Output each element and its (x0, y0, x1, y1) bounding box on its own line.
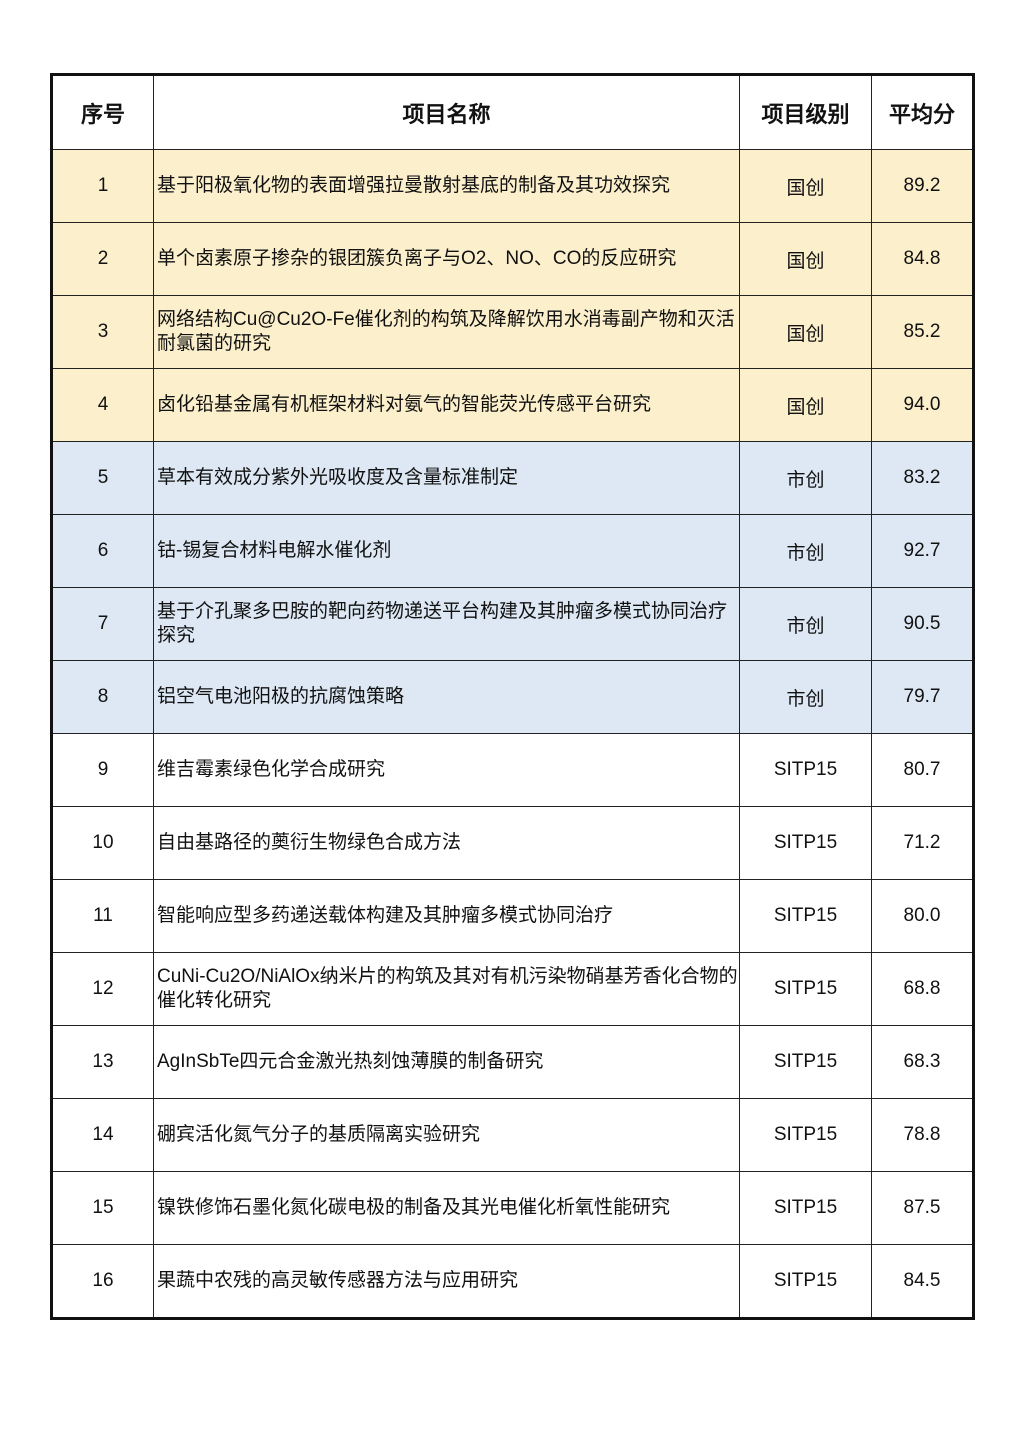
project-name: 基于阳极氧化物的表面增强拉曼散射基底的制备及其功效探究 (153, 149, 740, 223)
project-name: 智能响应型多药递送载体构建及其肿瘤多模式协同治疗 (153, 879, 740, 953)
project-level: 市创 (739, 441, 872, 515)
row-number: 12 (51, 952, 154, 1026)
row-number: 10 (51, 806, 154, 880)
project-score-table: 序号 项目名称 项目级别 平均分 1 基于阳极氧化物的表面增强拉曼散射基底的制备及… (50, 73, 975, 1320)
row-number: 1 (51, 149, 154, 223)
table-row: 3 网络结构Cu@Cu2O-Fe催化剂的构筑及降解饮用水消毒副产物和灭活耐氯菌的研… (51, 295, 974, 369)
project-name: 网络结构Cu@Cu2O-Fe催化剂的构筑及降解饮用水消毒副产物和灭活耐氯菌的研究 (153, 295, 740, 369)
table-row: 2 单个卤素原子掺杂的银团簇负离子与O2、NO、CO的反应研究 国创 84.8 (51, 222, 974, 296)
header-level: 项目级别 (739, 74, 872, 150)
project-name: 卤化铅基金属有机框架材料对氨气的智能荧光传感平台研究 (153, 368, 740, 442)
row-number: 8 (51, 660, 154, 734)
project-name: 自由基路径的薁衍生物绿色合成方法 (153, 806, 740, 880)
project-name: 铝空气电池阳极的抗腐蚀策略 (153, 660, 740, 734)
table-row: 6 钴-锡复合材料电解水催化剂 市创 92.7 (51, 514, 974, 588)
table-row: 13 AgInSbTe四元合金激光热刻蚀薄膜的制备研究 SITP15 68.3 (51, 1025, 974, 1099)
project-name: 基于介孔聚多巴胺的靶向药物递送平台构建及其肿瘤多模式协同治疗探究 (153, 587, 740, 661)
row-number: 4 (51, 368, 154, 442)
table-row: 11 智能响应型多药递送载体构建及其肿瘤多模式协同治疗 SITP15 80.0 (51, 879, 974, 953)
header-score: 平均分 (871, 74, 974, 150)
header-name: 项目名称 (153, 74, 740, 150)
row-number: 9 (51, 733, 154, 807)
project-name: 硼宾活化氮气分子的基质隔离实验研究 (153, 1098, 740, 1172)
project-name: 单个卤素原子掺杂的银团簇负离子与O2、NO、CO的反应研究 (153, 222, 740, 296)
project-level: SITP15 (739, 733, 872, 807)
row-number: 11 (51, 879, 154, 953)
average-score: 71.2 (871, 806, 974, 880)
average-score: 68.3 (871, 1025, 974, 1099)
header-row: 序号 项目名称 项目级别 平均分 (51, 74, 974, 150)
table-row: 1 基于阳极氧化物的表面增强拉曼散射基底的制备及其功效探究 国创 89.2 (51, 149, 974, 223)
table-row: 10 自由基路径的薁衍生物绿色合成方法 SITP15 71.2 (51, 806, 974, 880)
row-number: 15 (51, 1171, 154, 1245)
table-row: 12 CuNi-Cu2O/NiAlOx纳米片的构筑及其对有机污染物硝基芳香化合物的… (51, 952, 974, 1026)
row-number: 2 (51, 222, 154, 296)
average-score: 78.8 (871, 1098, 974, 1172)
average-score: 80.0 (871, 879, 974, 953)
project-level: SITP15 (739, 1171, 872, 1245)
project-level: 国创 (739, 368, 872, 442)
project-level: SITP15 (739, 1244, 872, 1319)
project-name: 镍铁修饰石墨化氮化碳电极的制备及其光电催化析氧性能研究 (153, 1171, 740, 1245)
project-level: 国创 (739, 222, 872, 296)
average-score: 80.7 (871, 733, 974, 807)
row-number: 7 (51, 587, 154, 661)
row-number: 14 (51, 1098, 154, 1172)
table-row: 5 草本有效成分紫外光吸收度及含量标准制定 市创 83.2 (51, 441, 974, 515)
average-score: 84.5 (871, 1244, 974, 1319)
row-number: 16 (51, 1244, 154, 1319)
table-row: 8 铝空气电池阳极的抗腐蚀策略 市创 79.7 (51, 660, 974, 734)
project-level: SITP15 (739, 1098, 872, 1172)
average-score: 92.7 (871, 514, 974, 588)
project-level: 国创 (739, 295, 872, 369)
table-row: 4 卤化铅基金属有机框架材料对氨气的智能荧光传感平台研究 国创 94.0 (51, 368, 974, 442)
table-row: 9 维吉霉素绿色化学合成研究 SITP15 80.7 (51, 733, 974, 807)
project-level: 市创 (739, 660, 872, 734)
row-number: 6 (51, 514, 154, 588)
table-row: 14 硼宾活化氮气分子的基质隔离实验研究 SITP15 78.8 (51, 1098, 974, 1172)
project-level: SITP15 (739, 879, 872, 953)
average-score: 89.2 (871, 149, 974, 223)
average-score: 85.2 (871, 295, 974, 369)
project-name: 维吉霉素绿色化学合成研究 (153, 733, 740, 807)
row-number: 13 (51, 1025, 154, 1099)
project-level: SITP15 (739, 806, 872, 880)
table-row: 15 镍铁修饰石墨化氮化碳电极的制备及其光电催化析氧性能研究 SITP15 87.5 (51, 1171, 974, 1245)
average-score: 94.0 (871, 368, 974, 442)
project-level: 市创 (739, 514, 872, 588)
average-score: 68.8 (871, 952, 974, 1026)
table-row: 16 果蔬中农残的高灵敏传感器方法与应用研究 SITP15 84.5 (51, 1244, 974, 1319)
average-score: 79.7 (871, 660, 974, 734)
project-level: SITP15 (739, 1025, 872, 1099)
project-name: 果蔬中农残的高灵敏传感器方法与应用研究 (153, 1244, 740, 1319)
average-score: 90.5 (871, 587, 974, 661)
row-number: 3 (51, 295, 154, 369)
header-no: 序号 (51, 74, 154, 150)
project-name: AgInSbTe四元合金激光热刻蚀薄膜的制备研究 (153, 1025, 740, 1099)
average-score: 87.5 (871, 1171, 974, 1245)
project-name: CuNi-Cu2O/NiAlOx纳米片的构筑及其对有机污染物硝基芳香化合物的催化… (153, 952, 740, 1026)
project-name: 草本有效成分紫外光吸收度及含量标准制定 (153, 441, 740, 515)
project-level: 市创 (739, 587, 872, 661)
table-row: 7 基于介孔聚多巴胺的靶向药物递送平台构建及其肿瘤多模式协同治疗探究 市创 90.5 (51, 587, 974, 661)
average-score: 84.8 (871, 222, 974, 296)
row-number: 5 (51, 441, 154, 515)
average-score: 83.2 (871, 441, 974, 515)
project-name: 钴-锡复合材料电解水催化剂 (153, 514, 740, 588)
project-level: 国创 (739, 149, 872, 223)
project-level: SITP15 (739, 952, 872, 1026)
